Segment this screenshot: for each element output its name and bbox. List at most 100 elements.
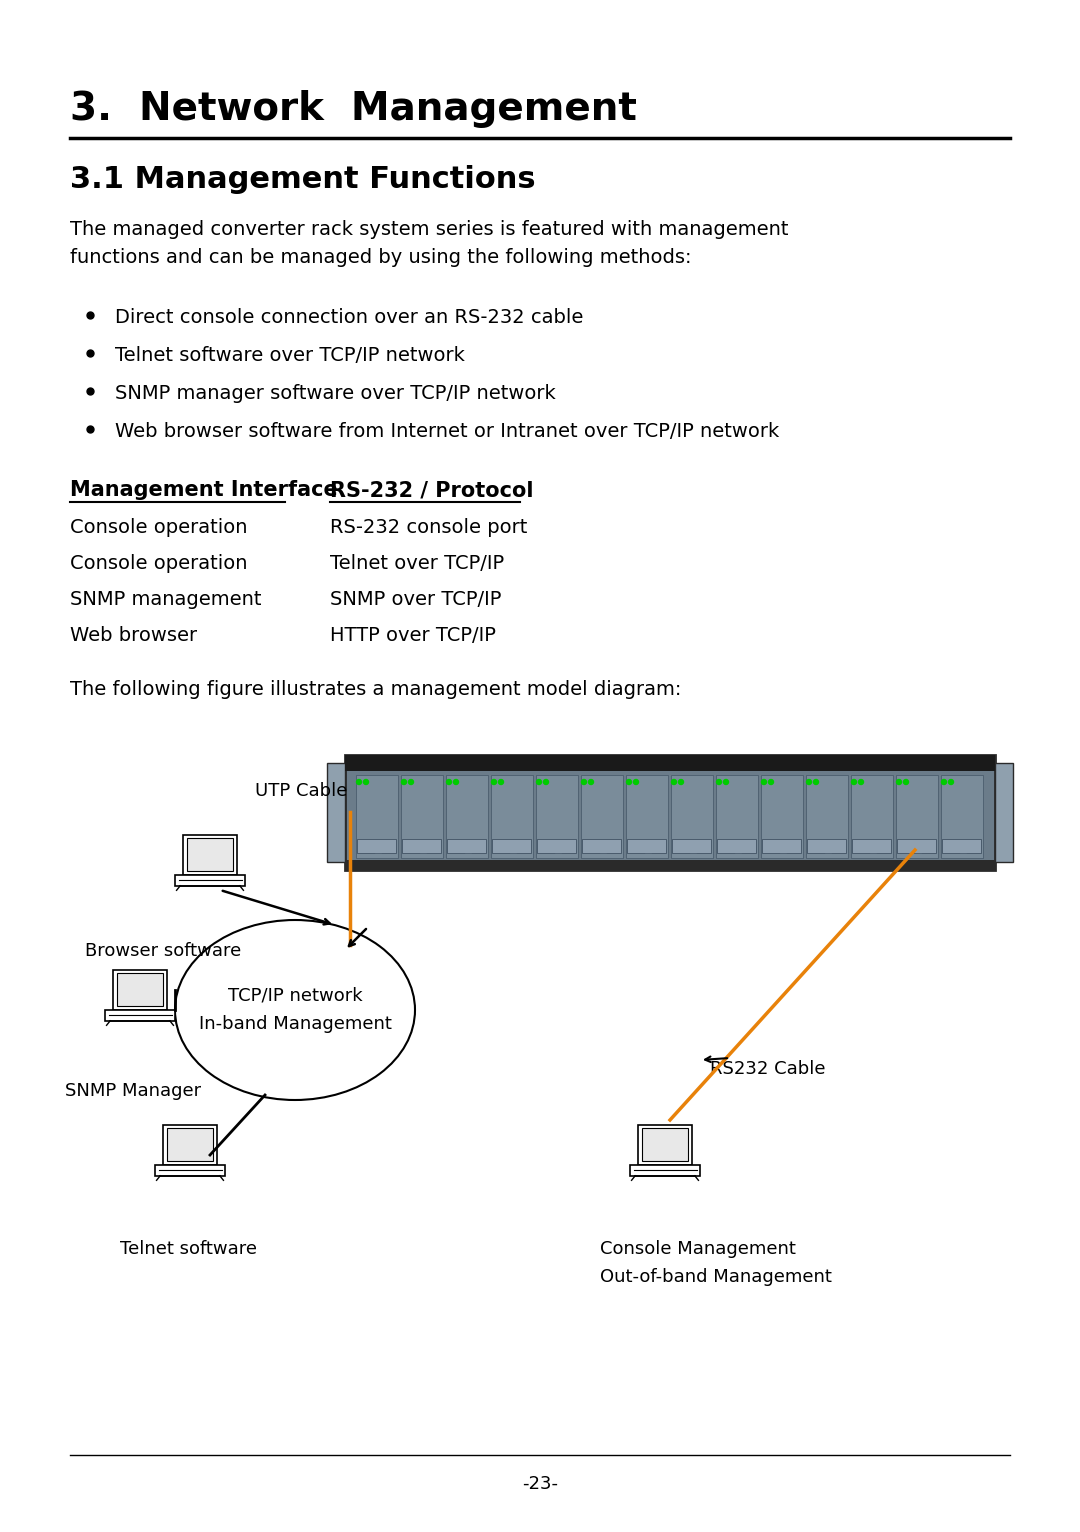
FancyBboxPatch shape	[401, 775, 443, 858]
Text: TCP/IP network: TCP/IP network	[228, 987, 362, 1005]
FancyBboxPatch shape	[345, 859, 995, 870]
Circle shape	[581, 780, 586, 784]
Circle shape	[807, 780, 811, 784]
Text: RS-232 console port: RS-232 console port	[330, 518, 527, 538]
FancyBboxPatch shape	[154, 1164, 225, 1175]
Text: Browser software: Browser software	[85, 942, 241, 961]
FancyBboxPatch shape	[806, 775, 848, 858]
Text: Direct console connection over an RS-232 cable: Direct console connection over an RS-232…	[114, 308, 583, 326]
Circle shape	[716, 780, 721, 784]
Text: SNMP management: SNMP management	[70, 590, 261, 610]
FancyBboxPatch shape	[113, 970, 167, 1010]
FancyBboxPatch shape	[626, 775, 669, 858]
Circle shape	[672, 780, 676, 784]
FancyBboxPatch shape	[672, 840, 711, 853]
Circle shape	[634, 780, 638, 784]
Circle shape	[851, 780, 856, 784]
FancyBboxPatch shape	[536, 775, 578, 858]
Circle shape	[948, 780, 954, 784]
Circle shape	[589, 780, 594, 784]
FancyBboxPatch shape	[630, 1164, 700, 1175]
FancyBboxPatch shape	[897, 840, 936, 853]
Circle shape	[364, 780, 368, 784]
Text: Console operation: Console operation	[70, 518, 247, 538]
Text: -23-: -23-	[522, 1475, 558, 1494]
FancyBboxPatch shape	[761, 775, 804, 858]
FancyBboxPatch shape	[851, 775, 893, 858]
FancyBboxPatch shape	[492, 840, 531, 853]
FancyBboxPatch shape	[627, 840, 666, 853]
Circle shape	[761, 780, 767, 784]
FancyBboxPatch shape	[491, 775, 534, 858]
FancyBboxPatch shape	[357, 840, 396, 853]
FancyBboxPatch shape	[447, 840, 486, 853]
FancyBboxPatch shape	[345, 755, 995, 771]
Circle shape	[454, 780, 459, 784]
Text: Telnet over TCP/IP: Telnet over TCP/IP	[330, 555, 504, 573]
FancyBboxPatch shape	[356, 775, 399, 858]
Text: HTTP over TCP/IP: HTTP over TCP/IP	[330, 627, 496, 645]
FancyBboxPatch shape	[345, 755, 995, 870]
FancyBboxPatch shape	[852, 840, 891, 853]
Text: Out-of-band Management: Out-of-band Management	[600, 1268, 832, 1285]
Text: Console operation: Console operation	[70, 555, 247, 573]
Text: 3.  Network  Management: 3. Network Management	[70, 90, 637, 129]
Text: The managed converter rack system series is featured with management
functions a: The managed converter rack system series…	[70, 221, 788, 267]
FancyBboxPatch shape	[716, 775, 758, 858]
Circle shape	[491, 780, 497, 784]
Text: RS-232 / Protocol: RS-232 / Protocol	[330, 480, 534, 499]
Text: Web browser: Web browser	[70, 627, 198, 645]
FancyBboxPatch shape	[642, 1128, 688, 1161]
FancyBboxPatch shape	[941, 775, 983, 858]
FancyBboxPatch shape	[581, 775, 623, 858]
FancyBboxPatch shape	[117, 973, 163, 1007]
Ellipse shape	[175, 921, 415, 1100]
Circle shape	[942, 780, 946, 784]
FancyBboxPatch shape	[537, 840, 576, 853]
FancyBboxPatch shape	[105, 1010, 175, 1020]
FancyBboxPatch shape	[762, 840, 801, 853]
FancyBboxPatch shape	[183, 835, 237, 875]
FancyBboxPatch shape	[671, 775, 713, 858]
FancyBboxPatch shape	[717, 840, 756, 853]
Circle shape	[859, 780, 864, 784]
Circle shape	[896, 780, 902, 784]
FancyBboxPatch shape	[402, 840, 441, 853]
Circle shape	[904, 780, 908, 784]
Text: 3.1 Management Functions: 3.1 Management Functions	[70, 165, 536, 195]
Text: Telnet software over TCP/IP network: Telnet software over TCP/IP network	[114, 346, 464, 365]
Text: UTP Cable: UTP Cable	[255, 781, 348, 800]
Text: Console Management: Console Management	[600, 1239, 796, 1258]
Circle shape	[408, 780, 414, 784]
Text: Telnet software: Telnet software	[120, 1239, 257, 1258]
Circle shape	[402, 780, 406, 784]
FancyBboxPatch shape	[807, 840, 846, 853]
FancyBboxPatch shape	[446, 775, 488, 858]
FancyBboxPatch shape	[327, 763, 345, 863]
FancyBboxPatch shape	[175, 875, 245, 885]
Text: The following figure illustrates a management model diagram:: The following figure illustrates a manag…	[70, 680, 681, 699]
Circle shape	[446, 780, 451, 784]
Circle shape	[769, 780, 773, 784]
FancyBboxPatch shape	[995, 763, 1013, 863]
Text: In-band Management: In-band Management	[199, 1016, 391, 1033]
Circle shape	[813, 780, 819, 784]
Circle shape	[626, 780, 632, 784]
FancyBboxPatch shape	[942, 840, 981, 853]
FancyBboxPatch shape	[166, 1128, 214, 1161]
Text: SNMP manager software over TCP/IP network: SNMP manager software over TCP/IP networ…	[114, 385, 556, 403]
Circle shape	[678, 780, 684, 784]
Text: Management Interface: Management Interface	[70, 480, 338, 499]
Circle shape	[537, 780, 541, 784]
Text: SNMP over TCP/IP: SNMP over TCP/IP	[330, 590, 501, 610]
Circle shape	[356, 780, 362, 784]
Circle shape	[724, 780, 729, 784]
FancyBboxPatch shape	[896, 775, 939, 858]
Circle shape	[543, 780, 549, 784]
Text: Web browser software from Internet or Intranet over TCP/IP network: Web browser software from Internet or In…	[114, 421, 780, 441]
FancyBboxPatch shape	[163, 1124, 217, 1164]
Text: RS232 Cable: RS232 Cable	[710, 1060, 825, 1079]
FancyBboxPatch shape	[187, 838, 233, 872]
Circle shape	[499, 780, 503, 784]
FancyBboxPatch shape	[582, 840, 621, 853]
